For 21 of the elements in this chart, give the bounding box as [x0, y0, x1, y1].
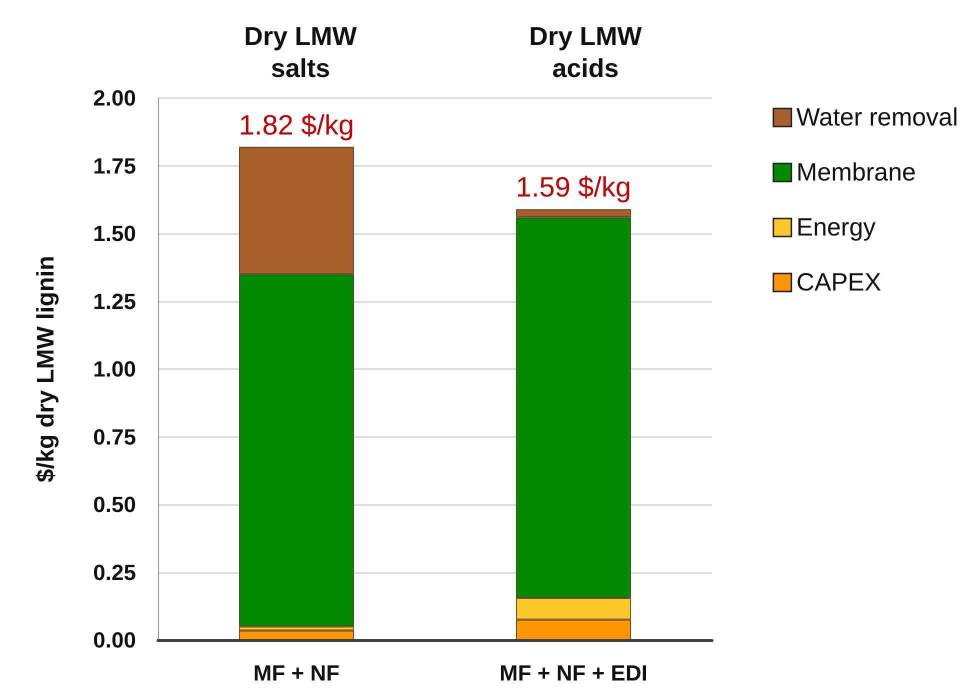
legend-label: Energy — [796, 214, 876, 242]
y-tick-label: 0.25 — [93, 560, 136, 585]
y-tick-label: 1.75 — [93, 153, 136, 178]
y-axis-title: $/kg dry LMW lignin — [32, 256, 60, 482]
y-tick-label: 0.50 — [93, 492, 136, 517]
legend-label: Membrane — [796, 158, 916, 186]
x-tick-label: MF + NF — [253, 660, 340, 686]
total-label: 1.59 $/kg — [516, 172, 632, 203]
y-tick-label: 1.00 — [93, 356, 136, 382]
text: Dry LMW salts — [244, 21, 358, 83]
legend-label: Water removal — [796, 104, 958, 132]
x-tick-label: MF + NF + EDI — [500, 660, 648, 686]
y-tick-label: 1.25 — [93, 288, 136, 314]
y-tick-label: 2.00 — [93, 86, 136, 110]
y-tick-label: 1.50 — [93, 221, 136, 246]
y-tick-label: 0.00 — [93, 628, 136, 652]
total-label: 1.82 $/kg — [238, 109, 354, 140]
legend-label: CAPEX — [796, 268, 882, 296]
text: Dry LMW acids — [529, 21, 642, 83]
bar — [239, 630, 354, 640]
y-tick-label: 0.75 — [93, 424, 136, 450]
